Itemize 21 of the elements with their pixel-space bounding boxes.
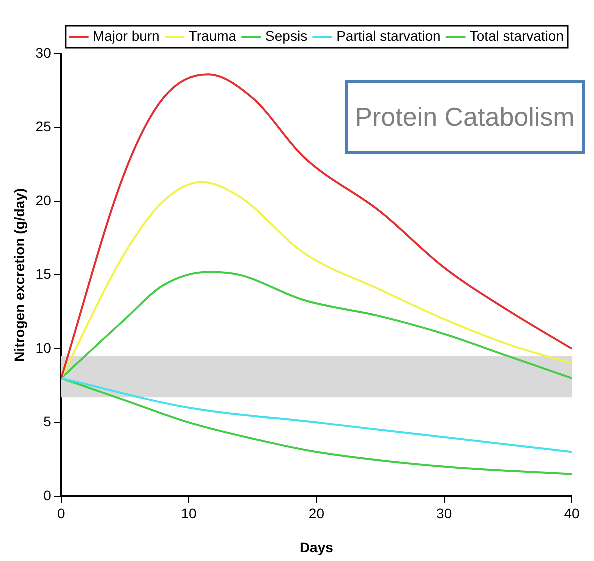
x-axis-title: Days <box>300 539 334 556</box>
y-tick-label: 5 <box>44 414 52 430</box>
legend-label: Trauma <box>188 28 237 44</box>
y-tick-label: 15 <box>36 266 52 282</box>
x-tick-label: 10 <box>181 506 198 522</box>
x-tick-label: 20 <box>308 506 325 522</box>
y-tick-label: 0 <box>44 487 52 504</box>
legend-label: Total starvation <box>470 28 564 44</box>
x-tick-label: 0 <box>57 506 66 522</box>
legend-label: Major burn <box>92 28 160 44</box>
y-tick-label: 25 <box>36 118 52 135</box>
legend-label: Sepsis <box>266 28 308 44</box>
y-tick-label: 20 <box>36 192 52 208</box>
x-tick-label: 30 <box>436 506 452 522</box>
annotation: Protein Catabolism <box>345 80 585 154</box>
line-series <box>61 377 572 454</box>
x-tick-label: 40 <box>564 506 580 522</box>
y-tick-label: 30 <box>36 44 52 61</box>
y-axis-title: Nitrogen excretion (g/day) <box>11 188 28 362</box>
y-tick-label: 10 <box>36 340 52 356</box>
legend-label: Partial starvation <box>336 28 441 44</box>
